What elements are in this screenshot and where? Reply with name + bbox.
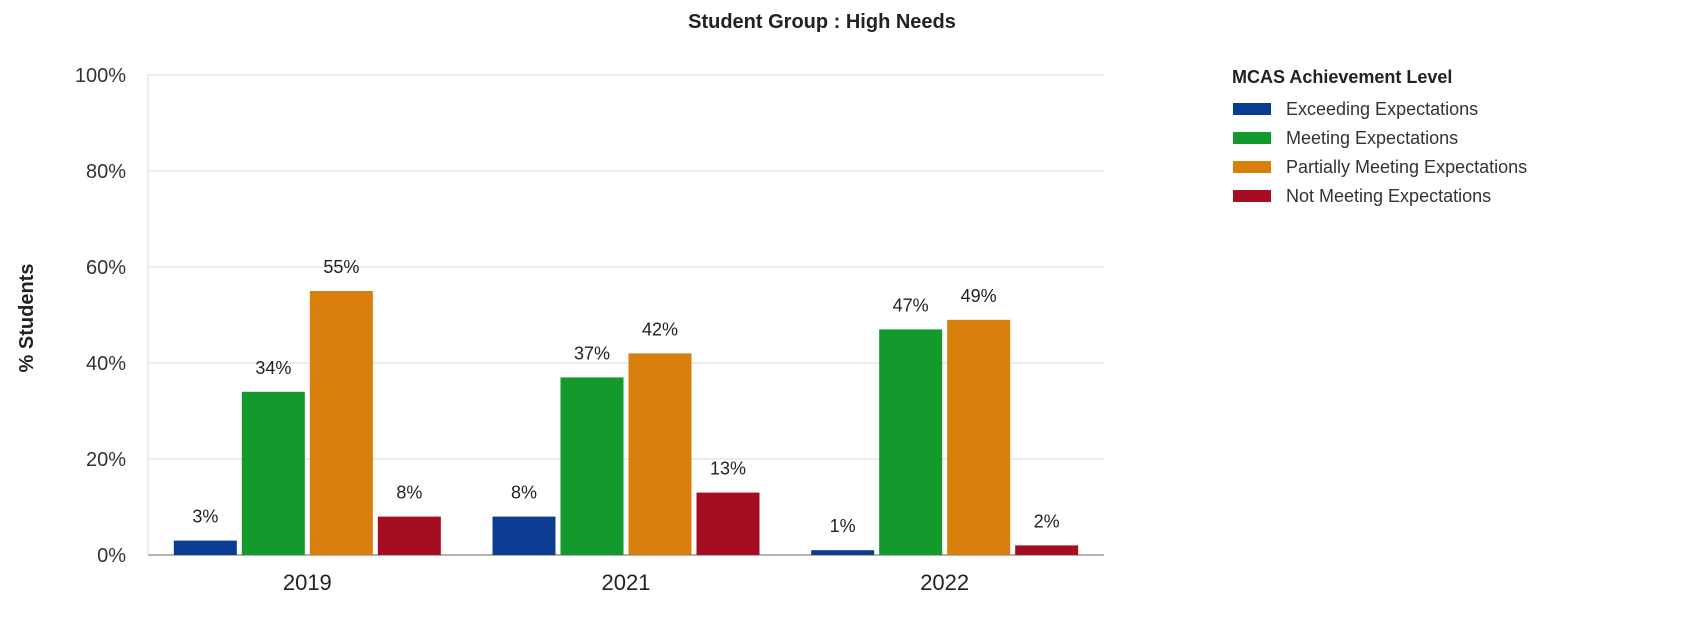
x-axis-ticks: 2019 2021 2022 [283, 570, 969, 595]
data-label: 37% [574, 343, 610, 363]
bar-2022-1 [879, 329, 943, 555]
data-label: 13% [710, 459, 746, 479]
bar-2021-0 [492, 516, 556, 555]
bar-2019-3 [377, 516, 441, 555]
y-tick-label: 80% [86, 161, 126, 183]
bars [173, 291, 1079, 555]
data-label: 8% [396, 483, 422, 503]
legend-item-label: Partially Meeting Expectations [1286, 157, 1527, 177]
legend: Exceeding Expectations Meeting Expectatio… [1233, 99, 1527, 206]
data-label: 1% [830, 516, 856, 536]
bar-2019-0 [173, 540, 237, 555]
y-tick-label: 20% [86, 449, 126, 471]
y-tick-label: 40% [86, 353, 126, 375]
bar-2019-2 [309, 291, 373, 555]
data-label: 34% [255, 358, 291, 378]
bar-2022-0 [811, 550, 875, 555]
y-tick-label: 60% [86, 257, 126, 279]
bar-2022-2 [947, 319, 1011, 555]
chart-title: Student Group : High Needs [688, 11, 956, 33]
gridlines [147, 74, 1104, 556]
y-tick-label: 0% [97, 545, 126, 567]
x-tick-label: 2019 [283, 570, 332, 595]
data-label: 47% [893, 295, 929, 315]
x-tick-label: 2021 [602, 570, 651, 595]
bar-2022-3 [1015, 545, 1079, 555]
data-label: 2% [1034, 511, 1060, 531]
legend-title: MCAS Achievement Level [1232, 67, 1452, 87]
legend-swatch [1233, 132, 1271, 144]
legend-swatch [1233, 161, 1271, 173]
data-label: 42% [642, 319, 678, 339]
bar-2021-2 [628, 353, 692, 555]
x-tick-label: 2022 [920, 570, 969, 595]
data-label: 3% [192, 507, 218, 527]
y-axis-ticks: 0% 20% 40% 60% 80% 100% [75, 65, 126, 567]
legend-swatch [1233, 190, 1271, 202]
data-label: 55% [323, 257, 359, 277]
legend-item-label: Meeting Expectations [1286, 128, 1458, 148]
legend-item-label: Not Meeting Expectations [1286, 186, 1491, 206]
bar-2019-1 [241, 391, 305, 555]
bar-2021-1 [560, 377, 624, 555]
data-label: 49% [961, 286, 997, 306]
data-label: 8% [511, 483, 537, 503]
legend-item-label: Exceeding Expectations [1286, 99, 1478, 119]
y-tick-label: 100% [75, 65, 126, 87]
data-labels: 3% 34% 55% 8% 8% 37% 42% 13% 1% 47% 49% 2% [192, 257, 1059, 536]
legend-swatch [1233, 103, 1271, 115]
bar-2021-3 [696, 492, 760, 555]
y-axis-label: % Students [16, 264, 38, 373]
